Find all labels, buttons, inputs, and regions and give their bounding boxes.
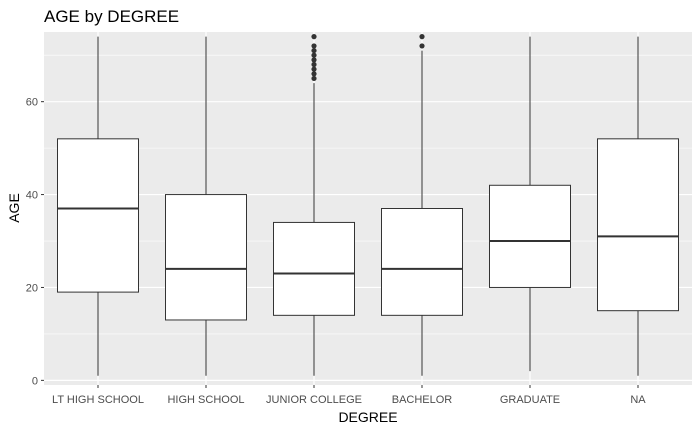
x-axis-title: DEGREE	[338, 409, 397, 425]
x-tick-label: BACHELOR	[392, 394, 453, 406]
x-tick-label: HIGH SCHOOL	[167, 394, 244, 406]
x-tick-label: NA	[630, 394, 646, 406]
y-tick-label: 0	[32, 375, 38, 387]
y-axis-title: AGE	[6, 193, 22, 223]
iqr-box	[597, 138, 679, 312]
iqr-box	[165, 194, 247, 321]
y-tick-label: 40	[26, 190, 38, 202]
y-tick-label: 20	[26, 282, 38, 294]
iqr-box	[273, 221, 355, 316]
y-tick-label: 60	[26, 97, 38, 109]
box-group	[165, 36, 247, 376]
outlier-point	[311, 71, 317, 77]
box-layer	[57, 34, 679, 376]
box-group	[381, 34, 463, 376]
chart-title: AGE by DEGREE	[44, 7, 179, 26]
outlier-point	[311, 57, 317, 63]
outlier-point	[311, 52, 317, 58]
iqr-box	[57, 138, 139, 293]
outlier-point	[311, 75, 317, 82]
axis-layer: 0 20 40 60 LT HIGH SCHOOL HIGH SCHOOL JUNIOR C…	[26, 97, 647, 406]
x-tick-label: LT HIGH SCHOOL	[52, 394, 144, 406]
outlier-point	[419, 43, 425, 49]
x-tick-label: GRADUATE	[500, 394, 560, 406]
outlier-point	[311, 66, 317, 72]
iqr-box	[489, 184, 571, 288]
box-group	[57, 36, 139, 376]
plot-panel	[44, 32, 692, 385]
outlier-point	[311, 61, 317, 68]
outlier-point	[311, 47, 317, 54]
iqr-box	[381, 208, 463, 316]
x-tick-label: JUNIOR COLLEGE	[266, 394, 362, 406]
box-group	[597, 36, 679, 376]
outlier-point	[311, 34, 317, 40]
outlier-point	[419, 34, 425, 40]
box-group	[273, 34, 355, 376]
outlier-point	[311, 43, 317, 49]
box-group	[489, 36, 571, 372]
